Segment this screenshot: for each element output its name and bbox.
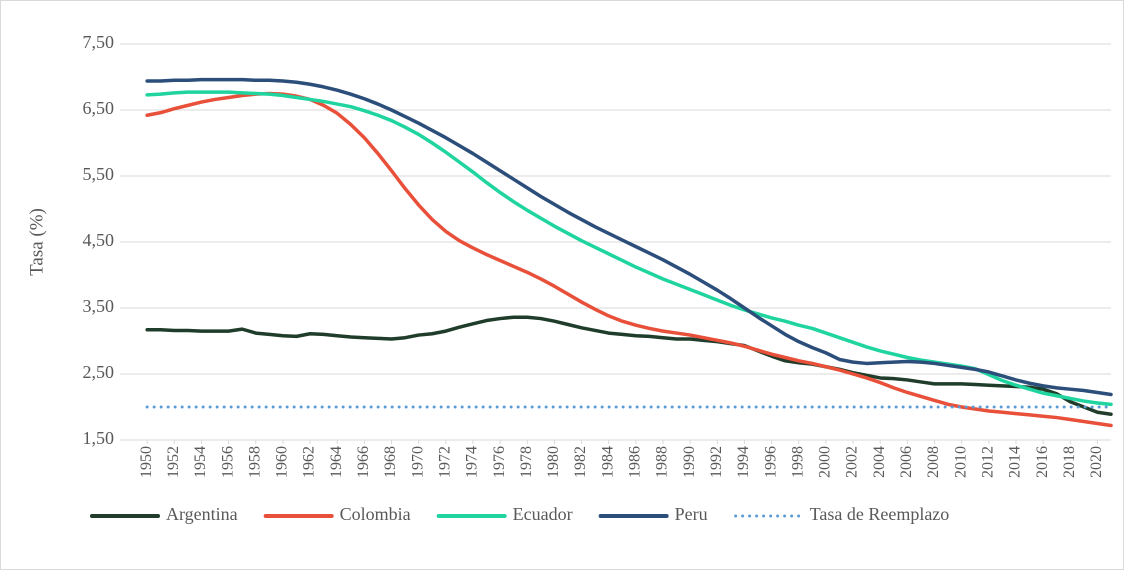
legend-label: Peru [675, 504, 708, 524]
y-tick-label: 2,50 [83, 362, 115, 382]
x-tick-label: 2016 [1034, 446, 1051, 478]
x-tick-label: 1968 [382, 446, 399, 478]
y-tick-label: 6,50 [83, 98, 115, 118]
legend-label: Colombia [340, 504, 411, 524]
x-tick-label: 2006 [898, 446, 915, 478]
x-tick-label: 1990 [681, 446, 698, 478]
series-line [145, 77, 1113, 397]
x-tick-label: 1972 [436, 446, 453, 478]
x-tick-label: 1998 [789, 446, 806, 478]
x-tick-label: 2012 [979, 446, 996, 478]
y-axis-label: Tasa (%) [26, 208, 47, 276]
x-tick-label: 1960 [274, 446, 291, 478]
x-tick-label: 1976 [491, 446, 508, 478]
x-tick-label: 1970 [409, 446, 426, 478]
x-tick-label: 1986 [627, 446, 644, 478]
x-tick-label: 1978 [518, 446, 535, 478]
x-tick-label: 1996 [762, 446, 779, 478]
x-tick-label: 1988 [654, 446, 671, 478]
series-line [145, 315, 1113, 417]
x-tick-label: 1984 [599, 446, 616, 478]
x-tick-label: 2002 [844, 446, 861, 478]
legend-label: Argentina [166, 504, 238, 524]
x-tick-label: 1950 [138, 446, 155, 478]
legend-label: Ecuador [513, 504, 573, 524]
x-tick-label: 2000 [817, 446, 834, 478]
x-tick-label: 1992 [708, 446, 725, 478]
y-tick-label: 1,50 [83, 428, 115, 448]
x-tick-label: 1980 [545, 446, 562, 478]
x-tick-label: 1974 [464, 446, 481, 478]
x-tick-label: 2014 [1007, 446, 1024, 478]
x-tick-label: 2004 [871, 446, 888, 478]
x-tick-label: 1966 [355, 446, 372, 478]
legend-label: Tasa de Reemplazo [810, 504, 950, 524]
y-tick-label: 7,50 [83, 32, 115, 52]
y-tick-label: 4,50 [83, 230, 115, 250]
y-tick-label: 3,50 [83, 296, 115, 316]
x-tick-label: 1994 [735, 446, 752, 478]
x-tick-label: 1952 [165, 446, 182, 478]
x-tick-label: 1982 [572, 446, 589, 478]
x-tick-label: 2010 [952, 446, 969, 478]
x-tick-label: 2020 [1088, 446, 1105, 478]
x-tick-label: 1964 [328, 446, 345, 478]
x-tick-label: 1956 [219, 446, 236, 478]
x-tick-label: 2018 [1061, 446, 1078, 478]
x-tick-label: 1962 [301, 446, 318, 478]
x-tick-label: 2008 [925, 446, 942, 478]
x-tick-label: 1958 [246, 446, 263, 478]
y-tick-label: 5,50 [83, 164, 115, 184]
x-tick-label: 1954 [192, 446, 209, 478]
